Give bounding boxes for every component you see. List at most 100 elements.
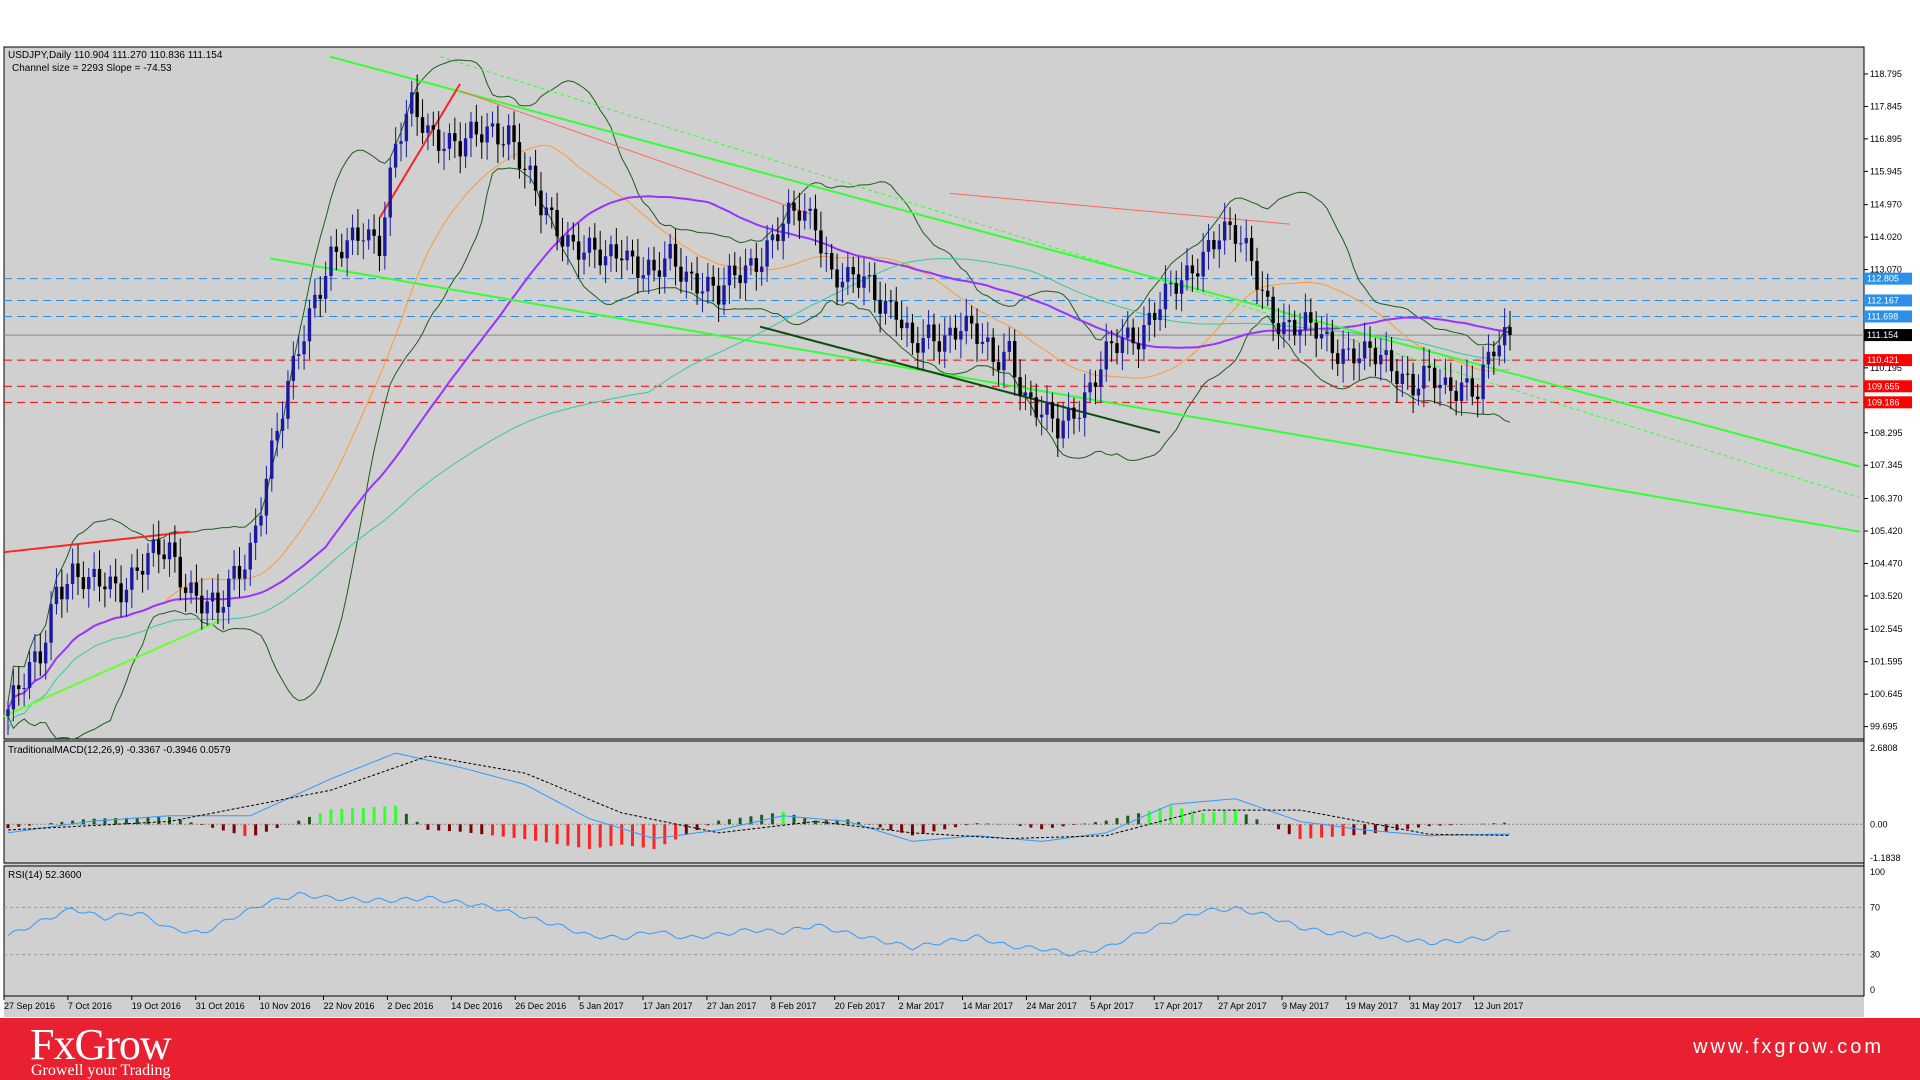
candle-body — [1029, 392, 1033, 398]
candle-body — [1470, 378, 1475, 397]
candle-body — [1352, 348, 1356, 364]
candle-body — [361, 240, 366, 242]
price-tick-label: 102.545 — [1870, 624, 1903, 634]
candle-body — [1147, 312, 1152, 326]
candle-body — [108, 576, 112, 590]
candle-body — [329, 246, 333, 276]
candle-body — [517, 142, 522, 169]
price-tick-label: 100.645 — [1870, 689, 1903, 699]
candle-body — [178, 556, 182, 588]
candle-body — [523, 168, 527, 170]
candle-body — [1104, 341, 1108, 370]
candle-body — [566, 234, 570, 247]
candle-body — [716, 285, 721, 305]
channel-mid-line — [439, 56, 1861, 498]
candle-body — [1459, 382, 1464, 402]
candle-body — [485, 126, 489, 143]
price-tick-label: 117.845 — [1870, 101, 1902, 111]
channel-upper-line — [329, 55, 1861, 468]
candle-body — [17, 685, 21, 690]
candle-body — [792, 202, 796, 211]
candle-body — [1244, 238, 1248, 244]
candle-body — [340, 251, 344, 259]
candle-body — [334, 246, 339, 252]
date-label: 14 Dec 2016 — [451, 1001, 502, 1011]
price-label-box — [1864, 310, 1912, 323]
candle-body — [318, 294, 322, 299]
candle-body — [765, 240, 769, 267]
candle-body — [533, 165, 538, 191]
candle-body — [1115, 343, 1119, 354]
price-tick-label: 103.520 — [1870, 591, 1903, 601]
candle-body — [587, 237, 592, 253]
candle-body — [916, 343, 920, 353]
candle-body — [200, 595, 204, 614]
candle-body — [808, 208, 812, 211]
symbol-header: USDJPY,Daily 110.904 111.270 110.836 111… — [8, 50, 223, 61]
candle-body — [135, 567, 139, 571]
website-link[interactable]: www.fxgrow.com — [1693, 1036, 1884, 1058]
candle-body — [87, 576, 91, 590]
candle-body — [905, 322, 909, 329]
candle-body — [1449, 377, 1453, 391]
candle-body — [302, 341, 306, 355]
candle-body — [1379, 354, 1383, 365]
price-label-box — [1864, 329, 1912, 342]
candle-body — [1169, 283, 1173, 285]
candle-body — [307, 308, 312, 342]
candle-body — [1314, 322, 1318, 339]
date-label: 19 Oct 2016 — [132, 1001, 181, 1011]
candle-body — [1217, 240, 1221, 250]
candle-body — [1271, 296, 1275, 324]
macd-tick-label: 2.6808 — [1870, 743, 1898, 753]
date-label: 24 Mar 2017 — [1026, 1001, 1077, 1011]
candle-body — [986, 337, 990, 342]
candle-body — [490, 123, 495, 127]
candle-body — [1228, 221, 1232, 226]
price-label: 109.186 — [1867, 397, 1900, 407]
candle-body — [1465, 378, 1469, 383]
price-label-box — [1864, 272, 1912, 285]
candle-body — [480, 134, 484, 143]
candle-body — [1260, 289, 1265, 291]
price-tick-label: 105.420 — [1870, 526, 1903, 536]
date-label: 10 Nov 2016 — [260, 1001, 311, 1011]
candle-body — [539, 190, 543, 216]
date-label: 12 Jun 2017 — [1474, 1001, 1524, 1011]
candle-body — [70, 563, 75, 584]
candle-body — [749, 258, 753, 266]
price-tick-label: 114.020 — [1870, 232, 1902, 242]
moving-average-purple — [7, 195, 1511, 710]
candle-body — [1050, 402, 1055, 419]
date-label: 31 May 2017 — [1410, 1001, 1462, 1011]
candle-body — [350, 227, 355, 241]
candle-body — [846, 266, 850, 282]
candle-body — [754, 258, 759, 273]
candle-body — [1384, 350, 1388, 355]
candle-body — [1179, 280, 1184, 294]
candle-body — [727, 265, 732, 286]
candle-body — [851, 266, 855, 275]
candle-body — [948, 327, 952, 336]
date-label: 27 Sep 2016 — [4, 1001, 55, 1011]
macd-tick-label: 0.00 — [1870, 819, 1888, 829]
candle-body — [1438, 384, 1442, 389]
candle-body — [1303, 312, 1308, 330]
candle-body — [1099, 369, 1103, 387]
price-tick-label: 118.795 — [1870, 69, 1902, 79]
candle-body — [1249, 238, 1254, 261]
date-label: 19 May 2017 — [1346, 1001, 1398, 1011]
candle-body — [614, 244, 619, 259]
candle-body — [582, 252, 586, 260]
candle-body — [1298, 329, 1302, 336]
candle-body — [216, 592, 220, 613]
candle-body — [447, 133, 452, 149]
candle-body — [189, 582, 193, 594]
macd-panel — [3, 740, 1865, 864]
candle-body — [275, 430, 279, 441]
candle-body — [415, 92, 419, 118]
candle-body — [953, 327, 958, 340]
channel-lower-line — [269, 257, 1861, 533]
trendline-darkgreen — [759, 325, 1161, 434]
candle-body — [49, 604, 53, 643]
